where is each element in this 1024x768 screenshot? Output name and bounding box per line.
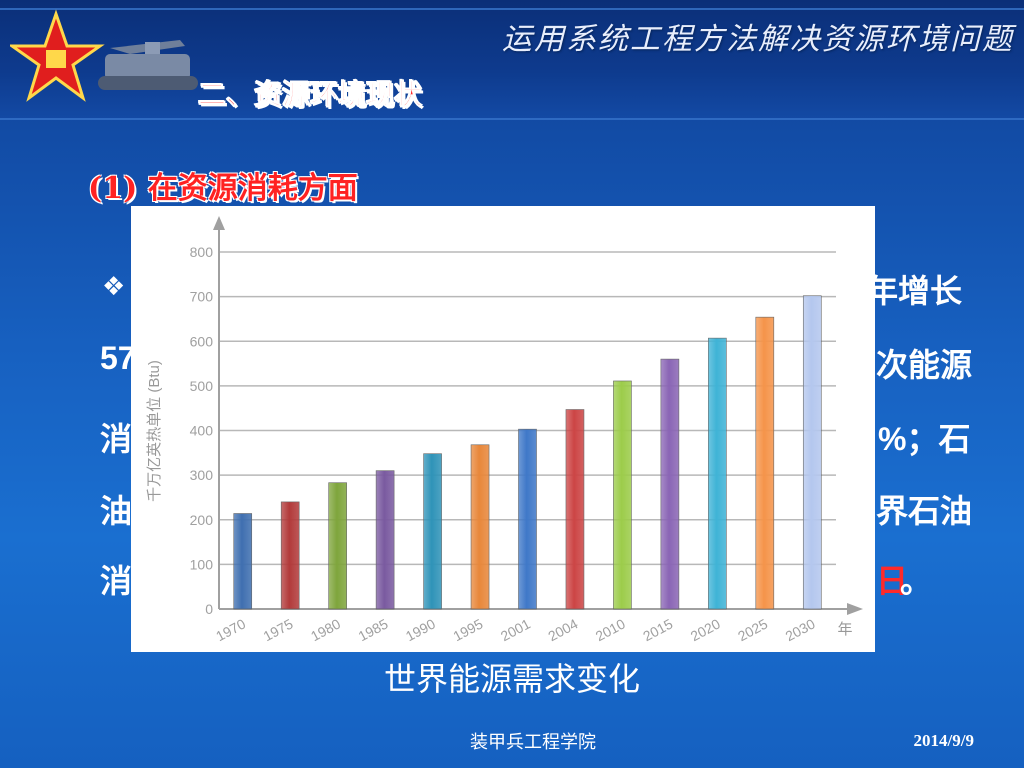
body-text-fragment: 57 (100, 340, 136, 376)
y-axis-label: 千万亿英热单位 (Btu) (145, 360, 163, 502)
bar-2025 (755, 316, 775, 610)
chart-caption: 世界能源需求变化 (383, 660, 640, 698)
section-title: 二、资源环境现状 (197, 78, 423, 112)
body-text-fragment: 年增长 (866, 273, 963, 309)
x-tick-label: 2010 (593, 615, 628, 644)
bar-1980 (328, 482, 347, 610)
body-text-fragment: 界石油 (876, 493, 973, 529)
bar-2004 (565, 409, 585, 610)
bar-1990 (423, 453, 442, 610)
x-tick-label: 1995 (450, 615, 485, 644)
y-tick-label: 200 (190, 512, 214, 528)
energy-demand-chart: 0 100 200 300 400 500 600 700 800 千万亿英热单位 (Btu) 年 1… (131, 206, 875, 652)
body-text-fragment: 油 (100, 493, 133, 529)
bar-1970 (233, 513, 253, 610)
bar-2030 (802, 295, 822, 610)
header-line-bottom (0, 118, 1024, 120)
y-tick-label: 600 (190, 333, 214, 349)
bar-2015 (660, 358, 680, 610)
y-tick-label: 700 (190, 289, 214, 305)
footer-institution: 装甲兵工程学院 (470, 732, 596, 753)
header-bar: 运用系统工程方法解决资源环境问题 二、资源环境现状 (0, 0, 1024, 120)
bar-1995 (470, 444, 490, 610)
chart-svg: 0 100 200 300 400 500 600 700 800 千万亿英热单位 (Btu) 年 1… (145, 216, 863, 644)
x-tick-label: 1985 (356, 615, 391, 644)
x-tick-label: 1980 (308, 615, 343, 644)
x-axis-arrow (847, 603, 863, 615)
x-tick-label: 2020 (688, 615, 723, 644)
y-tick-label: 800 (190, 244, 214, 260)
x-tick-label: 2030 (783, 615, 818, 644)
body-text-fragment: 消 (100, 563, 133, 599)
y-tick-label: 500 (190, 378, 214, 394)
y-tick-label: 400 (190, 423, 214, 439)
x-tick-label: 2004 (545, 615, 580, 644)
y-axis-arrow (213, 216, 225, 230)
army-emblem-icon (10, 9, 198, 102)
x-tick-label: 2001 (498, 615, 533, 644)
course-title: 运用系统工程方法解决资源环境问题 (502, 22, 1014, 57)
footer-date: 2014/9/9 (913, 731, 974, 750)
x-axis-label: 年 (837, 621, 852, 638)
x-tick-label: 1975 (261, 615, 296, 644)
bar-1975 (280, 501, 300, 610)
bar-2020 (708, 337, 727, 610)
x-tick-label: 1970 (213, 615, 248, 644)
bar-2010 (613, 380, 632, 610)
y-tick-label: 0 (205, 601, 213, 617)
bar-1985 (375, 470, 395, 610)
y-tick-label: 100 (190, 556, 214, 572)
x-tick-label: 2015 (640, 615, 675, 644)
y-tick-label: 300 (190, 467, 214, 483)
bullet-diamond-icon: ❖ (102, 272, 126, 302)
x-tick-label: 2025 (735, 615, 770, 644)
body-text-fragment: %；石 (878, 421, 971, 457)
bar-2001 (518, 428, 537, 610)
body-text-fragment: 次能源 (876, 347, 973, 383)
body-text-fragment: 。 (900, 563, 933, 599)
subsection-heading: (1) 在资源消耗方面 (88, 171, 358, 206)
header-line-top (0, 8, 1024, 10)
x-tick-label: 1990 (403, 615, 438, 644)
body-text-highlight: 日 (876, 563, 909, 599)
body-text-fragment: 消 (100, 421, 133, 457)
